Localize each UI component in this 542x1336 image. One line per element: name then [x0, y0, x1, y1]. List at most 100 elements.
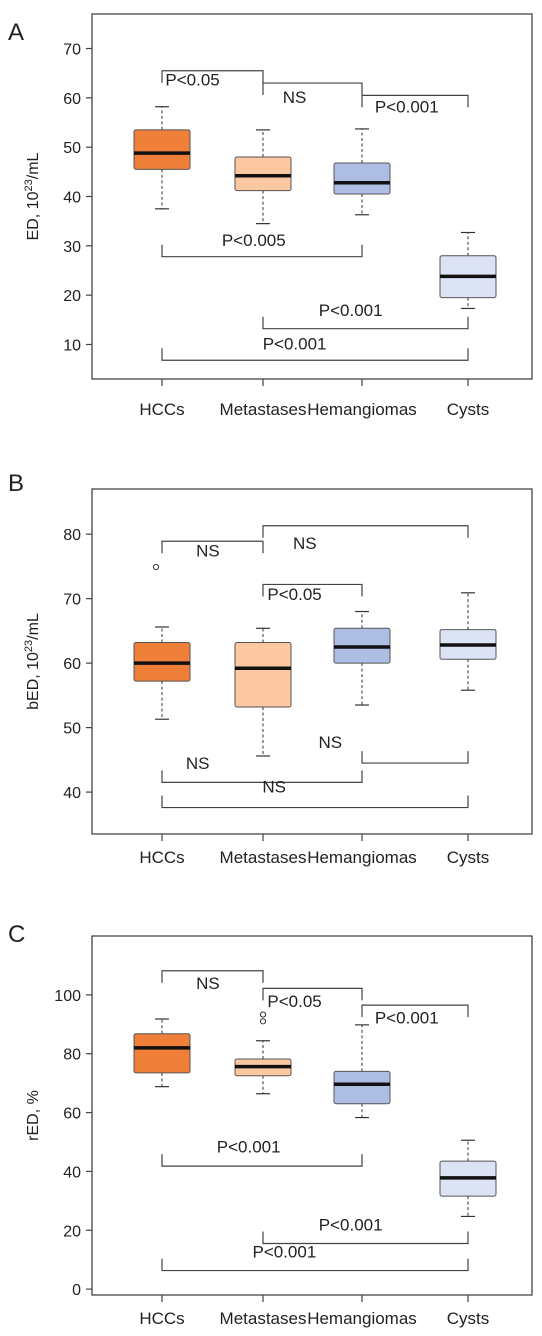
comparison-bracket: NS: [318, 733, 469, 764]
p-value-label: P<0.001: [217, 1137, 281, 1156]
comparison-bracket: P<0.05: [262, 987, 363, 1011]
bracket-line: [361, 751, 469, 764]
p-value-label: P<0.005: [222, 231, 286, 250]
category-label: HCCs: [139, 400, 184, 419]
box-metastases: [234, 129, 292, 225]
bracket-line: [161, 540, 264, 554]
box-hccs: [133, 106, 191, 210]
bracket-line: [361, 1004, 469, 1018]
bracket-line: [262, 82, 363, 96]
comparison-bracket: P<0.001: [361, 1004, 469, 1027]
outlier-point: [259, 1018, 267, 1025]
box-hemangiomas: [333, 128, 391, 216]
y-axis-label-exponent: 23: [23, 640, 35, 652]
y-axis-label-unit: /mL: [25, 152, 42, 179]
bracket-line: [161, 970, 264, 983]
y-axis-label: rED, %: [25, 1090, 42, 1141]
category-label: Metastases: [220, 848, 307, 867]
bracket-line: [161, 1154, 363, 1167]
p-value-label: NS: [283, 88, 307, 107]
panel-letter: C: [8, 921, 25, 948]
bracket-line: [161, 795, 469, 809]
comparison-bracket: P<0.001: [262, 1215, 469, 1245]
comparison-bracket: P<0.001: [361, 94, 469, 117]
box-cysts: [439, 231, 497, 310]
y-axis-label-main: rED, %: [25, 1090, 42, 1141]
iqr-box: [333, 1070, 391, 1105]
p-value-label: P<0.001: [375, 1008, 439, 1027]
box-metastases: [234, 627, 292, 757]
iqr-box: [234, 156, 292, 192]
y-axis-label-main: ED, 10: [25, 191, 42, 240]
bracket-line: [262, 583, 363, 597]
y-tick-label: 60: [63, 91, 81, 108]
iqr-box: [234, 641, 292, 708]
y-axis-label-main: bED, 10: [25, 652, 42, 710]
bracket-line: [161, 348, 469, 361]
box-cysts: [439, 592, 497, 691]
p-value-label: NS: [196, 542, 220, 561]
category-label: Cysts: [447, 400, 490, 419]
box-cysts: [439, 1139, 497, 1218]
category-label: Cysts: [447, 848, 490, 867]
box-hemangiomas: [333, 610, 391, 706]
p-value-label: NS: [318, 733, 342, 752]
iqr-box: [133, 129, 191, 170]
box-metastases: [234, 1011, 292, 1095]
y-tick-label: 40: [63, 190, 81, 207]
iqr-box: [133, 1033, 191, 1074]
y-tick-label: 70: [63, 592, 81, 609]
p-value-label: P<0.001: [263, 334, 327, 353]
panel-c: C 0 20 40 60 80 100 rED, % HCCs Metastases Hemangi…: [8, 921, 533, 1328]
comparison-bracket: P<0.005: [161, 231, 363, 258]
bracket-line: [161, 244, 363, 258]
y-tick-label: 60: [63, 1106, 81, 1123]
box-hemangiomas: [333, 1024, 391, 1119]
p-value-label: P<0.05: [267, 585, 321, 604]
panel-a: A 10 20 30 40 50 60 70 ED, 1023/mL HCCs Metastases…: [8, 13, 533, 419]
p-value-label: NS: [262, 778, 286, 797]
p-value-label: P<0.05: [165, 71, 219, 90]
y-tick-label: 50: [63, 721, 81, 738]
comparison-bracket: NS: [161, 754, 363, 784]
comparison-bracket: NS: [161, 778, 469, 809]
bracket-line: [161, 70, 264, 83]
comparison-bracket: NS: [262, 82, 363, 107]
y-tick-label: 40: [63, 1164, 81, 1181]
y-axis-label-unit: /mL: [25, 613, 42, 640]
comparison-bracket: P<0.05: [161, 70, 264, 90]
bracket-line: [262, 316, 469, 330]
y-tick-label: 20: [63, 288, 81, 305]
plot-frame: [91, 13, 533, 380]
box-hccs: [133, 1018, 191, 1088]
category-label: Metastases: [220, 400, 307, 419]
p-value-label: P<0.001: [252, 1242, 316, 1261]
bracket-line: [262, 1231, 469, 1245]
category-label: Hemangiomas: [307, 400, 417, 419]
comparison-bracket: P<0.001: [161, 1137, 363, 1167]
y-tick-label: 40: [63, 785, 81, 802]
outlier-point: [152, 563, 160, 571]
p-value-label: NS: [186, 754, 210, 773]
plot-frame: [91, 488, 533, 835]
iqr-box: [333, 162, 391, 195]
p-value-label: NS: [196, 974, 220, 993]
p-value-label: P<0.001: [319, 301, 383, 320]
y-tick-label: 10: [63, 337, 81, 354]
p-value-label: NS: [293, 534, 317, 553]
panel-letter: B: [8, 470, 24, 497]
plot-frame: [91, 935, 533, 1296]
comparison-bracket: P<0.001: [161, 334, 469, 361]
y-tick-label: 100: [54, 988, 81, 1005]
y-tick-label: 50: [63, 140, 81, 157]
p-value-label: P<0.05: [267, 992, 321, 1011]
y-axis-label: bED, 1023/mL: [23, 613, 42, 710]
box-hccs: [133, 563, 191, 720]
category-label: Hemangiomas: [307, 848, 417, 867]
y-tick-label: 20: [63, 1223, 81, 1240]
bracket-line: [262, 525, 469, 538]
panel-letter: A: [8, 19, 24, 46]
y-tick-label: 0: [72, 1282, 81, 1299]
y-tick-label: 70: [63, 42, 81, 59]
